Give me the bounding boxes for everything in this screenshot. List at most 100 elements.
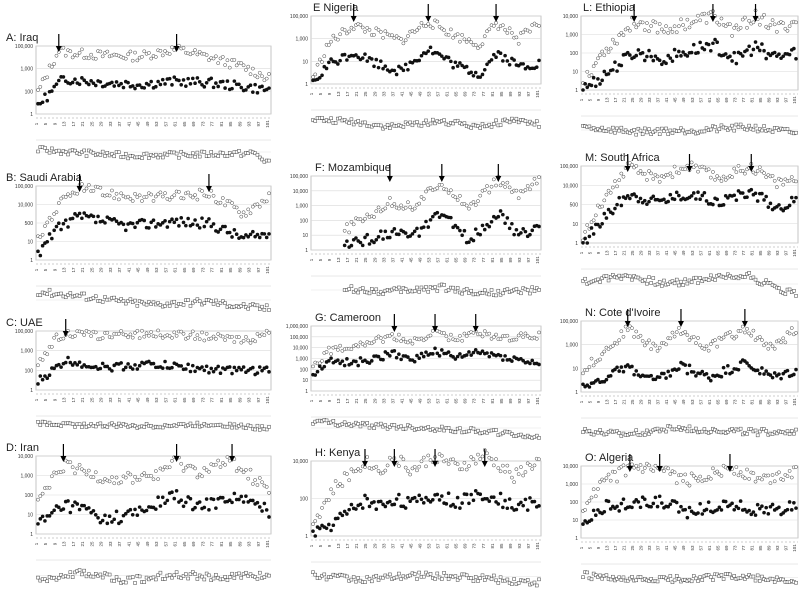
- data-point-filled-dot: [130, 221, 135, 226]
- chart-panel-e: E Nigeria 100,000 1,000 10 1 1 5 9 13 17 21 25 29 33 3…: [275, 0, 545, 140]
- x-tick-label: 69: [463, 257, 468, 263]
- data-point-open-square: [600, 276, 604, 280]
- data-point-open-square: [687, 424, 692, 429]
- data-point-open-square: [43, 146, 47, 150]
- data-point-filled-dot: [593, 513, 598, 517]
- data-point-filled-dot: [253, 234, 257, 239]
- x-tick-label: 69: [463, 91, 468, 97]
- data-point-filled-dot: [777, 52, 781, 56]
- data-point-open-square: [487, 292, 492, 297]
- data-point-filled-dot: [338, 361, 342, 366]
- data-point-open-square: [478, 126, 482, 130]
- data-point-open-square: [144, 302, 149, 307]
- data-point-filled-dot: [660, 62, 664, 67]
- data-point-filled-dot: [437, 498, 442, 502]
- data-point-open-circle: [75, 191, 80, 196]
- x-tick-label: 37: [390, 257, 395, 263]
- x-tick-label: 61: [445, 543, 450, 549]
- data-point-filled-dot: [209, 224, 214, 229]
- data-point-open-square: [692, 428, 696, 433]
- data-point-open-circle: [317, 57, 322, 62]
- data-point-open-circle: [313, 519, 318, 523]
- data-point-open-circle: [181, 469, 186, 473]
- data-point-open-circle: [336, 37, 340, 42]
- data-point-open-square: [424, 118, 428, 123]
- data-point-open-square: [591, 126, 596, 130]
- x-tick-label: 49: [681, 97, 686, 103]
- x-tick-label: 53: [690, 545, 695, 551]
- data-point-filled-dot: [394, 72, 399, 77]
- data-point-open-circle: [264, 199, 269, 204]
- data-point-open-square: [489, 577, 494, 581]
- x-tick-label: 5: [588, 98, 593, 101]
- data-point-filled-dot: [356, 363, 360, 368]
- data-point-open-square: [52, 576, 56, 580]
- data-point-open-circle: [128, 472, 133, 477]
- data-point-filled-dot: [47, 514, 52, 518]
- data-point-open-square: [516, 120, 521, 125]
- x-tick-label: 33: [647, 399, 652, 405]
- data-point-open-circle: [516, 41, 521, 46]
- data-point-open-square: [608, 577, 613, 582]
- data-point-open-circle: [365, 455, 370, 459]
- data-point-open-circle: [649, 347, 654, 352]
- data-point-filled-dot: [112, 217, 117, 221]
- data-point-open-circle: [193, 193, 197, 197]
- data-point-filled-dot: [315, 369, 320, 374]
- x-tick-label: 85: [758, 97, 763, 103]
- data-point-filled-dot: [469, 492, 473, 497]
- data-point-open-circle: [794, 331, 798, 335]
- data-point-filled-dot: [589, 226, 594, 230]
- data-point-open-square: [698, 276, 702, 280]
- data-point-filled-dot: [158, 223, 163, 227]
- data-point-open-circle: [740, 169, 745, 173]
- data-point-filled-dot: [221, 495, 225, 500]
- data-point-filled-dot: [93, 512, 98, 517]
- data-point-filled-dot: [204, 81, 209, 85]
- data-point-filled-dot: [435, 351, 440, 356]
- data-point-filled-dot: [163, 82, 167, 86]
- data-point-filled-dot: [211, 497, 216, 502]
- data-point-open-square: [365, 421, 369, 425]
- data-point-open-square: [172, 573, 177, 578]
- data-point-open-square: [415, 577, 419, 581]
- data-point-open-square: [133, 298, 137, 303]
- data-point-open-circle: [698, 18, 702, 23]
- data-point-filled-dot: [760, 191, 764, 196]
- data-point-open-square: [68, 570, 73, 574]
- data-point-open-circle: [583, 229, 587, 234]
- data-point-open-circle: [708, 342, 713, 346]
- data-point-open-circle: [142, 49, 147, 54]
- x-tick-label: 101: [792, 96, 797, 104]
- x-tick-label: 29: [372, 543, 377, 549]
- x-tick-label: 29: [99, 121, 104, 127]
- data-point-open-circle: [462, 37, 467, 42]
- data-point-open-circle: [63, 53, 68, 58]
- data-point-open-circle: [642, 466, 647, 470]
- x-tick-label: 41: [399, 398, 404, 404]
- data-point-open-square: [356, 290, 360, 295]
- data-point-filled-dot: [372, 64, 376, 69]
- data-point-open-circle: [736, 163, 741, 168]
- data-point-open-circle: [455, 338, 460, 343]
- data-point-filled-dot: [709, 378, 713, 383]
- x-tick-label: 25: [630, 97, 635, 103]
- data-point-open-circle: [114, 475, 119, 480]
- data-point-filled-dot: [369, 359, 374, 363]
- data-point-open-circle: [84, 472, 89, 477]
- data-point-open-circle: [717, 22, 722, 27]
- peak-arrow-head: [205, 186, 212, 192]
- data-point-filled-dot: [674, 500, 679, 505]
- data-point-filled-dot: [700, 369, 705, 374]
- data-point-open-circle: [267, 72, 271, 76]
- data-point-open-square: [114, 425, 119, 429]
- data-point-open-square: [728, 572, 732, 577]
- data-point-open-square: [421, 287, 426, 292]
- data-point-filled-dot: [762, 198, 766, 202]
- data-point-open-square: [657, 280, 662, 284]
- x-tick-label: 33: [108, 541, 113, 547]
- x-tick-label: 81: [749, 545, 754, 551]
- data-point-filled-dot: [487, 224, 492, 229]
- x-tick-label: 25: [89, 267, 94, 273]
